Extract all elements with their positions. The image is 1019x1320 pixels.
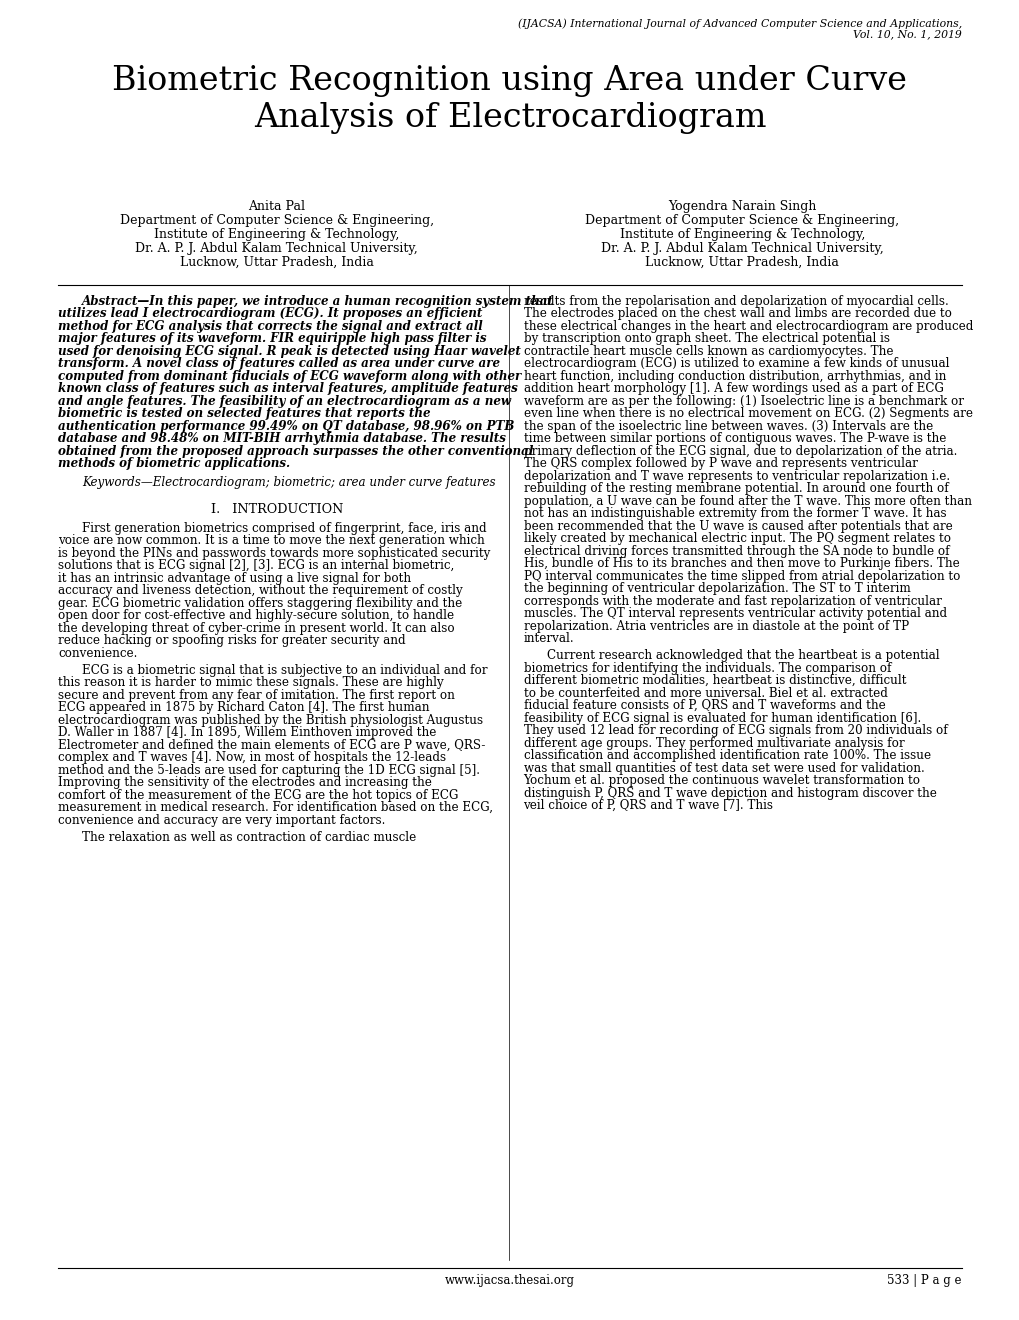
Text: results from the repolarisation and depolarization of myocardial cells.: results from the repolarisation and depo… — [523, 294, 948, 308]
Text: method for ECG analysis that corrects the signal and extract all: method for ECG analysis that corrects th… — [58, 319, 482, 333]
Text: rebuilding of the resting membrane potential. In around one fourth of: rebuilding of the resting membrane poten… — [523, 482, 948, 495]
Text: Current research acknowledged that the heartbeat is a potential: Current research acknowledged that the h… — [547, 649, 940, 663]
Text: the developing threat of cyber-crime in present world. It can also: the developing threat of cyber-crime in … — [58, 622, 454, 635]
Text: electrocardiogram was published by the British physiologist Augustus: electrocardiogram was published by the B… — [58, 714, 483, 727]
Text: Yochum et al. proposed the continuous wavelet transformation to: Yochum et al. proposed the continuous wa… — [523, 774, 919, 787]
Text: First generation biometrics comprised of fingerprint, face, iris and: First generation biometrics comprised of… — [82, 521, 486, 535]
Text: different biometric modalities, heartbeat is distinctive, difficult: different biometric modalities, heartbea… — [523, 675, 905, 688]
Text: The relaxation as well as contraction of cardiac muscle: The relaxation as well as contraction of… — [82, 830, 416, 843]
Text: The electrodes placed on the chest wall and limbs are recorded due to: The electrodes placed on the chest wall … — [523, 308, 951, 321]
Text: Institute of Engineering & Technology,: Institute of Engineering & Technology, — [154, 228, 399, 242]
Text: Lucknow, Uttar Pradesh, India: Lucknow, Uttar Pradesh, India — [179, 256, 373, 269]
Text: Keywords—Electrocardiogram; biometric; area under curve features: Keywords—Electrocardiogram; biometric; a… — [82, 477, 495, 488]
Text: open door for cost-effective and highly-secure solution, to handle: open door for cost-effective and highly-… — [58, 610, 453, 622]
Text: obtained from the proposed approach surpasses the other conventional: obtained from the proposed approach surp… — [58, 445, 533, 458]
Text: primary deflection of the ECG signal, due to depolarization of the atria.: primary deflection of the ECG signal, du… — [523, 445, 956, 458]
Text: used for denoising ECG signal. R peak is detected using Haar wavelet: used for denoising ECG signal. R peak is… — [58, 345, 521, 358]
Text: these electrical changes in the heart and electrocardiogram are produced: these electrical changes in the heart an… — [523, 319, 972, 333]
Text: ECG appeared in 1875 by Richard Caton [4]. The first human: ECG appeared in 1875 by Richard Caton [4… — [58, 701, 429, 714]
Text: voice are now common. It is a time to move the next generation which: voice are now common. It is a time to mo… — [58, 535, 484, 548]
Text: population, a U wave can be found after the T wave. This more often than: population, a U wave can be found after … — [523, 495, 970, 508]
Text: interval.: interval. — [523, 632, 574, 645]
Text: solutions that is ECG signal [2], [3]. ECG is an internal biometric,: solutions that is ECG signal [2], [3]. E… — [58, 560, 453, 573]
Text: His, bundle of His to its branches and then move to Purkinje fibers. The: His, bundle of His to its branches and t… — [523, 557, 958, 570]
Text: Lucknow, Uttar Pradesh, India: Lucknow, Uttar Pradesh, India — [645, 256, 839, 269]
Text: They used 12 lead for recording of ECG signals from 20 individuals of: They used 12 lead for recording of ECG s… — [523, 725, 947, 737]
Text: muscles. The QT interval represents ventricular activity potential and: muscles. The QT interval represents vent… — [523, 607, 946, 620]
Text: by transcription onto graph sheet. The electrical potential is: by transcription onto graph sheet. The e… — [523, 333, 889, 346]
Text: it has an intrinsic advantage of using a live signal for both: it has an intrinsic advantage of using a… — [58, 572, 411, 585]
Text: different age groups. They performed multivariate analysis for: different age groups. They performed mul… — [523, 737, 903, 750]
Text: measurement in medical research. For identification based on the ECG,: measurement in medical research. For ide… — [58, 801, 492, 814]
Text: been recommended that the U wave is caused after potentials that are: been recommended that the U wave is caus… — [523, 520, 952, 533]
Text: time between similar portions of contiguous waves. The P-wave is the: time between similar portions of contigu… — [523, 432, 945, 445]
Text: corresponds with the moderate and fast repolarization of ventricular: corresponds with the moderate and fast r… — [523, 595, 941, 607]
Text: PQ interval communicates the time slipped from atrial depolarization to: PQ interval communicates the time slippe… — [523, 570, 959, 582]
Text: electrocardiogram (ECG) is utilized to examine a few kinds of unusual: electrocardiogram (ECG) is utilized to e… — [523, 358, 948, 370]
Text: the beginning of ventricular depolarization. The ST to T interim: the beginning of ventricular depolarizat… — [523, 582, 909, 595]
Text: Dr. A. P. J. Abdul Kalam Technical University,: Dr. A. P. J. Abdul Kalam Technical Unive… — [136, 242, 418, 255]
Text: comfort of the measurement of the ECG are the hot topics of ECG: comfort of the measurement of the ECG ar… — [58, 789, 458, 801]
Text: and angle features. The feasibility of an electrocardiogram as a new: and angle features. The feasibility of a… — [58, 395, 511, 408]
Text: was that small quantities of test data set were used for validation.: was that small quantities of test data s… — [523, 762, 923, 775]
Text: The QRS complex followed by P wave and represents ventricular: The QRS complex followed by P wave and r… — [523, 457, 916, 470]
Text: methods of biometric applications.: methods of biometric applications. — [58, 457, 289, 470]
Text: I.   INTRODUCTION: I. INTRODUCTION — [210, 503, 342, 516]
Text: accuracy and liveness detection, without the requirement of costly: accuracy and liveness detection, without… — [58, 585, 463, 598]
Text: distinguish P, QRS and T wave depiction and histogram discover the: distinguish P, QRS and T wave depiction … — [523, 787, 935, 800]
Text: Abstract—In this paper, we introduce a human recognition system that: Abstract—In this paper, we introduce a h… — [82, 294, 553, 308]
Text: Analysis of Electrocardiogram: Analysis of Electrocardiogram — [254, 102, 765, 135]
Text: Department of Computer Science & Engineering,: Department of Computer Science & Enginee… — [585, 214, 899, 227]
Text: to be counterfeited and more universal. Biel et al. extracted: to be counterfeited and more universal. … — [523, 686, 887, 700]
Text: Dr. A. P. J. Abdul Kalam Technical University,: Dr. A. P. J. Abdul Kalam Technical Unive… — [600, 242, 882, 255]
Text: addition heart morphology [1]. A few wordings used as a part of ECG: addition heart morphology [1]. A few wor… — [523, 383, 943, 395]
Text: D. Waller in 1887 [4]. In 1895, Willem Einthoven improved the: D. Waller in 1887 [4]. In 1895, Willem E… — [58, 726, 436, 739]
Text: biometrics for identifying the individuals. The comparison of: biometrics for identifying the individua… — [523, 661, 891, 675]
Text: not has an indistinguishable extremity from the former T wave. It has: not has an indistinguishable extremity f… — [523, 507, 946, 520]
Text: Biometric Recognition using Area under Curve: Biometric Recognition using Area under C… — [112, 65, 907, 96]
Text: utilizes lead I electrocardiogram (ECG). It proposes an efficient: utilizes lead I electrocardiogram (ECG).… — [58, 308, 482, 321]
Text: Electrometer and defined the main elements of ECG are P wave, QRS-: Electrometer and defined the main elemen… — [58, 739, 485, 752]
Text: www.ijacsa.thesai.org: www.ijacsa.thesai.org — [444, 1274, 575, 1287]
Text: this reason it is harder to mimic these signals. These are highly: this reason it is harder to mimic these … — [58, 676, 443, 689]
Text: heart function, including conduction distribution, arrhythmias, and in: heart function, including conduction dis… — [523, 370, 945, 383]
Text: convenience.: convenience. — [58, 647, 138, 660]
Text: fiducial feature consists of P, QRS and T waveforms and the: fiducial feature consists of P, QRS and … — [523, 700, 884, 711]
Text: method and the 5-leads are used for capturing the 1D ECG signal [5].: method and the 5-leads are used for capt… — [58, 764, 480, 776]
Text: Anita Pal: Anita Pal — [248, 201, 305, 213]
Text: biometric is tested on selected features that reports the: biometric is tested on selected features… — [58, 408, 430, 420]
Text: Institute of Engineering & Technology,: Institute of Engineering & Technology, — [619, 228, 864, 242]
Text: likely created by mechanical electric input. The PQ segment relates to: likely created by mechanical electric in… — [523, 532, 950, 545]
Text: Improving the sensitivity of the electrodes and increasing the: Improving the sensitivity of the electro… — [58, 776, 431, 789]
Text: contractile heart muscle cells known as cardiomyocytes. The: contractile heart muscle cells known as … — [523, 345, 893, 358]
Text: ECG is a biometric signal that is subjective to an individual and for: ECG is a biometric signal that is subjec… — [82, 664, 487, 677]
Text: database and 98.48% on MIT-BIH arrhythmia database. The results: database and 98.48% on MIT-BIH arrhythmi… — [58, 432, 505, 445]
Text: the span of the isoelectric line between waves. (3) Intervals are the: the span of the isoelectric line between… — [523, 420, 931, 433]
Text: gear. ECG biometric validation offers staggering flexibility and the: gear. ECG biometric validation offers st… — [58, 597, 462, 610]
Text: authentication performance 99.49% on QT database, 98.96% on PTB: authentication performance 99.49% on QT … — [58, 420, 514, 433]
Text: electrical driving forces transmitted through the SA node to bundle of: electrical driving forces transmitted th… — [523, 545, 949, 558]
Text: even line when there is no electrical movement on ECG. (2) Segments are: even line when there is no electrical mo… — [523, 408, 971, 420]
Text: complex and T waves [4]. Now, in most of hospitals the 12-leads: complex and T waves [4]. Now, in most of… — [58, 751, 445, 764]
Text: veil choice of P, QRS and T wave [7]. This: veil choice of P, QRS and T wave [7]. Th… — [523, 799, 772, 812]
Text: repolarization. Atria ventricles are in diastole at the point of TP: repolarization. Atria ventricles are in … — [523, 619, 908, 632]
Text: feasibility of ECG signal is evaluated for human identification [6].: feasibility of ECG signal is evaluated f… — [523, 711, 920, 725]
Text: reduce hacking or spoofing risks for greater security and: reduce hacking or spoofing risks for gre… — [58, 635, 406, 647]
Text: Department of Computer Science & Engineering,: Department of Computer Science & Enginee… — [119, 214, 433, 227]
Text: secure and prevent from any fear of imitation. The first report on: secure and prevent from any fear of imit… — [58, 689, 454, 702]
Text: known class of features such as interval features, amplitude features: known class of features such as interval… — [58, 383, 518, 395]
Text: depolarization and T wave represents to ventricular repolarization i.e.: depolarization and T wave represents to … — [523, 470, 949, 483]
Text: classification and accomplished identification rate 100%. The issue: classification and accomplished identifi… — [523, 748, 929, 762]
Text: waveform are as per the following: (1) Isoelectric line is a benchmark or: waveform are as per the following: (1) I… — [523, 395, 963, 408]
Text: 533 | P a g e: 533 | P a g e — [887, 1274, 961, 1287]
Text: convenience and accuracy are very important factors.: convenience and accuracy are very import… — [58, 813, 385, 826]
Text: computed from dominant fiducials of ECG waveform along with other: computed from dominant fiducials of ECG … — [58, 370, 521, 383]
Text: Yogendra Narain Singh: Yogendra Narain Singh — [667, 201, 815, 213]
Text: is beyond the PINs and passwords towards more sophisticated security: is beyond the PINs and passwords towards… — [58, 546, 490, 560]
Text: Vol. 10, No. 1, 2019: Vol. 10, No. 1, 2019 — [852, 30, 961, 40]
Text: (IJACSA) International Journal of Advanced Computer Science and Applications,: (IJACSA) International Journal of Advanc… — [518, 18, 961, 29]
Text: major features of its waveform. FIR equiripple high pass filter is: major features of its waveform. FIR equi… — [58, 333, 486, 346]
Text: transform. A novel class of features called as area under curve are: transform. A novel class of features cal… — [58, 358, 499, 370]
